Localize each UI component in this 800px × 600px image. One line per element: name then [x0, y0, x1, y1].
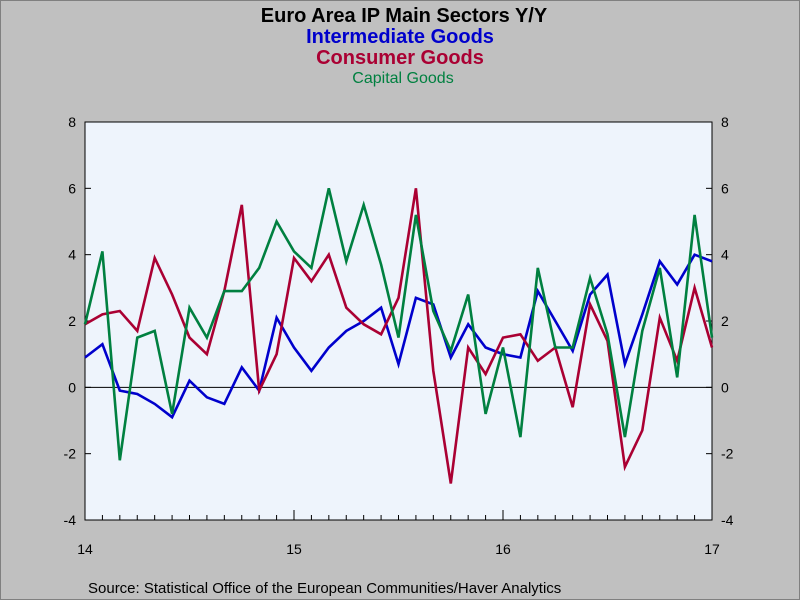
y-tick-label-right: 8: [721, 114, 729, 130]
y-tick-label-right: 2: [721, 313, 729, 329]
plot-area: [84, 121, 713, 521]
y-tick-label-left: 8: [68, 114, 76, 130]
y-tick-label-right: -2: [721, 446, 734, 462]
y-tick-label-right: -4: [721, 512, 734, 528]
source-note: Source: Statistical Office of the Europe…: [88, 580, 561, 597]
x-tick-label: 14: [77, 541, 93, 557]
y-axis-left: -4 -2 0 2 4 6 8: [64, 114, 91, 528]
chart-title: Euro Area IP Main Sectors Y/Y: [261, 5, 548, 27]
y-tick-label-left: 2: [68, 313, 76, 329]
y-tick-label-left: 4: [68, 247, 76, 263]
y-tick-label-right: 0: [721, 379, 729, 395]
y-tick-label-left: 6: [68, 180, 76, 196]
x-tick-label: 16: [495, 541, 511, 557]
series-lines: [83, 187, 714, 484]
x-tick-label: 17: [704, 541, 720, 557]
x-tick-label: 15: [286, 541, 302, 557]
legend-capital-goods: Capital Goods: [352, 70, 453, 87]
series-line-intermediate-goods: [84, 253, 713, 420]
y-tick-label-left: 0: [68, 379, 76, 395]
y-tick-label-left: -2: [64, 446, 77, 462]
y-axis-right: -4 -2 0 2 4 6 8: [706, 114, 734, 528]
y-tick-label-right: 4: [721, 247, 729, 263]
legend-intermediate-goods: Intermediate Goods: [306, 26, 494, 48]
x-axis: 14 15 16 17: [77, 510, 720, 557]
y-tick-label-left: -4: [64, 512, 77, 528]
y-tick-label-right: 6: [721, 180, 729, 196]
series-line-capital-goods: [83, 187, 714, 461]
legend-consumer-goods: Consumer Goods: [316, 47, 484, 69]
